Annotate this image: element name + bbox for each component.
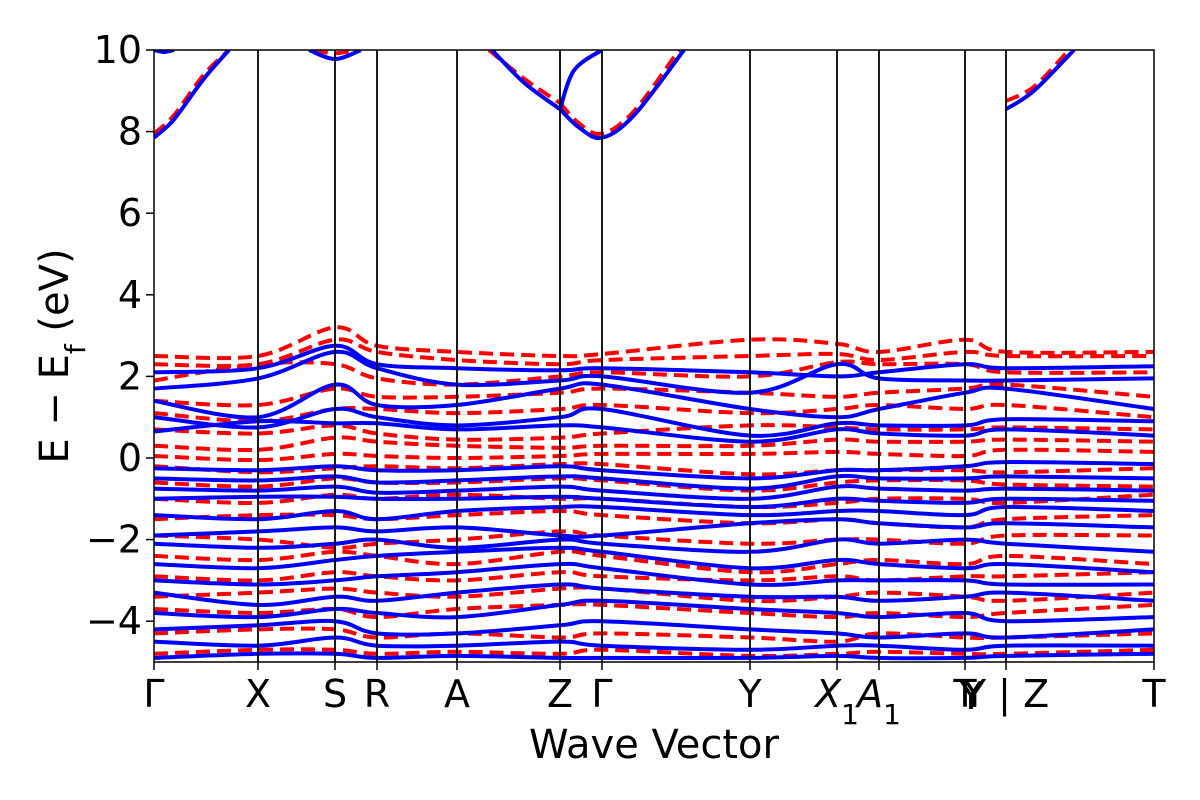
- x-axis-label: Wave Vector: [529, 722, 780, 768]
- y-tick-label-2: 0: [118, 436, 142, 480]
- x-tick-label-8: X1: [813, 672, 859, 731]
- solid-band-5: [558, 50, 604, 110]
- x-tick-label-3: R: [364, 672, 390, 716]
- dashed-band-4: [1005, 50, 1071, 103]
- x-tick-label-10: T: [952, 672, 977, 716]
- y-tick-label-3: 2: [118, 354, 142, 398]
- solid-band-6: [1004, 50, 1076, 111]
- dashed-band-9: [154, 402, 1154, 424]
- solid-band-3: [490, 50, 562, 111]
- x-tick-label-2: S: [323, 672, 347, 716]
- x-tick-label-6: Γ: [591, 672, 612, 716]
- x-tick-label-4: A: [444, 672, 470, 716]
- x-tick-label-9: A1: [854, 672, 901, 731]
- solid-band-25: [154, 651, 1154, 661]
- dashed-band-0: [154, 50, 231, 136]
- y-tick-label-4: 4: [118, 273, 142, 317]
- kpoint-lines: [257, 50, 1007, 662]
- y-axis-label: E − Ef (eV): [32, 248, 92, 463]
- solid-band-9: [154, 381, 1154, 420]
- y-tick-label-7: 10: [94, 28, 142, 72]
- dashed-band-12: [154, 447, 1154, 463]
- x-tick-label-11: Y | Z: [962, 672, 1049, 717]
- dashed-band-6: [154, 337, 1154, 368]
- solid-band-18: [154, 537, 1154, 554]
- bands-layer: [154, 50, 1154, 661]
- y-tick-label-1: −2: [86, 518, 142, 562]
- y-tick-label-6: 8: [118, 110, 142, 154]
- solid-band-16: [154, 504, 1154, 522]
- solid-band-22: [154, 598, 1154, 624]
- solid-band-19: [154, 545, 1154, 575]
- y-axis-ticks: −4 −2 0 2 4 6 8 10: [86, 28, 154, 643]
- y-axis-label-unit: (eV): [32, 248, 78, 344]
- x-tick-label-1: X: [245, 672, 271, 716]
- y-tick-label-0: −4: [86, 599, 142, 643]
- x-tick-label-5: Z: [547, 672, 573, 716]
- x-break-label-0: Y: [958, 674, 983, 718]
- x-tick-label-0: Γ: [143, 672, 164, 716]
- dashed-band-11: [154, 435, 1154, 453]
- y-axis-label-sub: f: [59, 343, 92, 354]
- dashed-band-18: [154, 549, 1154, 575]
- plot-frame: [153, 49, 1155, 663]
- dashed-band-3: [558, 50, 681, 136]
- solid-band-0: [154, 50, 231, 140]
- dashed-band-5: [154, 325, 1154, 361]
- x-tick-label-7: Y: [737, 672, 762, 716]
- x-tick-label-12: T: [1141, 672, 1166, 716]
- y-axis-label-main: E − E: [32, 354, 78, 464]
- y-tick-label-5: 6: [118, 191, 142, 235]
